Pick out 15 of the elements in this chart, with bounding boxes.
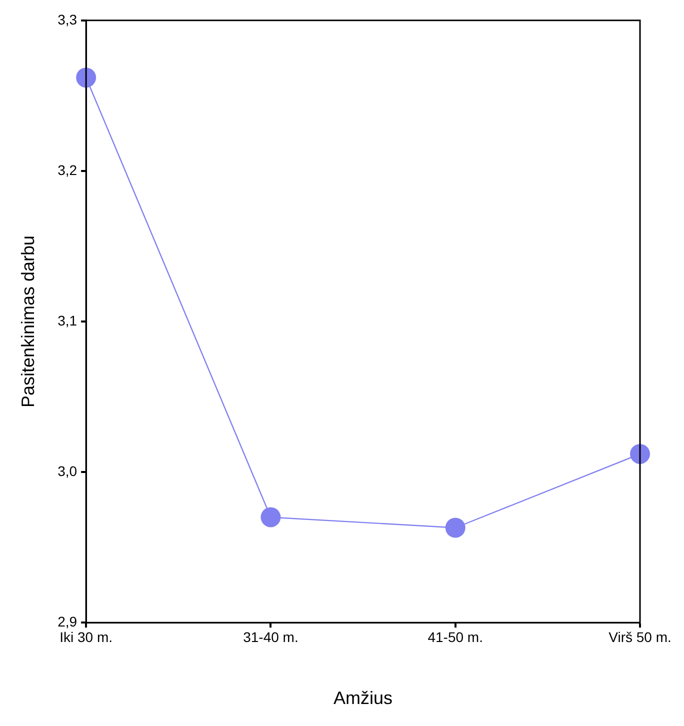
point (260, 507, 281, 528)
y-tick-label: 3,3 (58, 11, 78, 28)
x-tick-label: 41-50 m. (428, 628, 483, 645)
point (76, 68, 96, 88)
y-tick-label: 3,0 (58, 462, 78, 479)
y-tick-label: 3,1 (58, 312, 78, 328)
y-axis-title: Pasitenkinimas darbu (18, 235, 38, 408)
x-tick-label: Virš 50 m. (608, 628, 672, 645)
x-tick-label: Iki 30 m. (60, 628, 113, 645)
y-tick-label: 2,9 (58, 613, 78, 630)
y-tick-label: 3,2 (58, 162, 78, 178)
x-axis-title: Amžius (334, 688, 393, 708)
point (445, 518, 466, 538)
point (630, 444, 650, 464)
x-tick-label: 31-40 m. (243, 628, 298, 645)
